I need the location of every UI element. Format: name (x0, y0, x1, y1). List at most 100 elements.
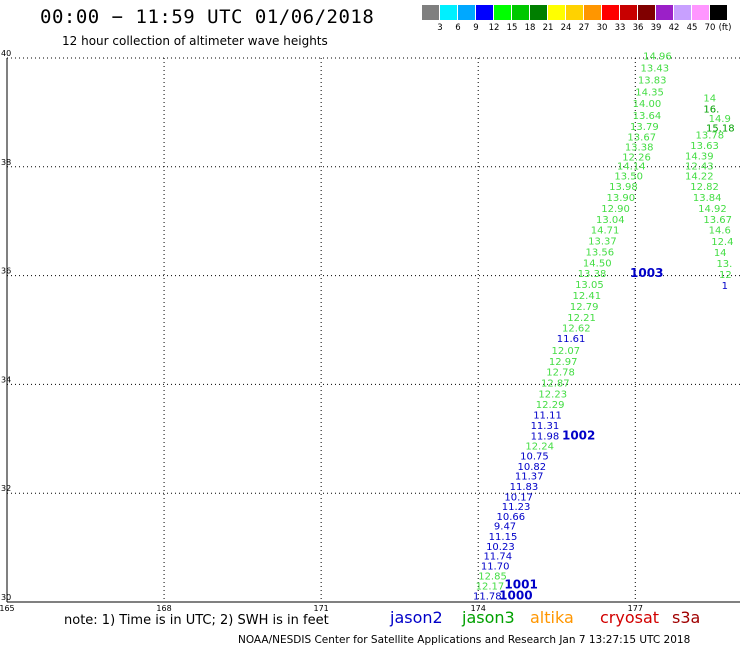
x-tick-label: 168 (156, 604, 171, 613)
wave-height-label: 12.82 (690, 182, 719, 193)
wave-height-label: 12.23 (538, 389, 567, 400)
scale-swatch (692, 5, 709, 20)
scale-swatch (494, 5, 511, 20)
y-tick-label: 30 (1, 593, 11, 602)
x-tick-label: 171 (314, 604, 329, 613)
scale-unit-label: (ft) (718, 23, 732, 33)
time-marker-label: 1001 (504, 577, 537, 591)
wave-height-label: 12 (719, 270, 732, 281)
wave-height-label: 16. (703, 104, 719, 115)
mission-s3a: s3a (672, 608, 701, 627)
wave-height-label: 14 (703, 94, 716, 105)
wave-height-label: 13.67 (703, 215, 732, 226)
scale-label: 39 (650, 23, 662, 33)
scale-swatch (548, 5, 565, 20)
wave-height-label: 14.50 (583, 258, 612, 269)
wave-height-label: 12.97 (549, 357, 578, 368)
wave-height-label: 11.11 (533, 411, 562, 422)
wave-height-label: 14.00 (633, 99, 662, 110)
wave-height-label: 10.82 (517, 462, 546, 473)
wave-height-label: 14.96 (643, 52, 672, 63)
scale-swatch (584, 5, 601, 20)
wave-height-label: 13.04 (596, 215, 625, 226)
footer-note: note: 1) Time is in UTC; 2) SWH is in fe… (64, 613, 329, 628)
color-scale: 3 6 9 12 15 18 21 24 27 30 33 36 39 42 45 70 (ft) (422, 5, 731, 33)
wave-height-label: 12.78 (546, 368, 575, 379)
wave-height-label: 10.75 (520, 451, 549, 462)
wave-height-label: 13.67 (627, 133, 656, 144)
scale-swatch (656, 5, 673, 20)
scale-label: 21 (542, 23, 554, 33)
wave-height-label: 13.38 (625, 142, 654, 153)
wave-height-label: 14.9 (709, 114, 731, 125)
scale-swatch (602, 5, 619, 20)
wave-height-label: 12.29 (536, 400, 565, 411)
wave-height-label: 14.6 (709, 226, 731, 237)
wave-height-label: 11.78 (473, 591, 502, 602)
wave-height-label: 14 (714, 248, 727, 259)
scale-swatch (440, 5, 457, 20)
wave-height-label: 12.24 (525, 442, 554, 453)
scale-label: 12 (488, 23, 500, 33)
wave-height-label: 13.78 (695, 131, 724, 142)
time-marker-label: 1003 (630, 266, 663, 280)
wave-height-label: 12.26 (622, 152, 651, 163)
scale-label: 42 (668, 23, 680, 33)
scale-swatch (638, 5, 655, 20)
scale-label: 15 (506, 23, 518, 33)
wave-height-label: 12.79 (570, 302, 599, 313)
wave-height-label: 15.18 (706, 123, 735, 134)
wave-height-label: 12.07 (552, 346, 581, 357)
scale-swatch (674, 5, 691, 20)
wave-height-label: 14.92 (698, 204, 727, 215)
credit-line: NOAA/NESDIS Center for Satellite Applica… (238, 634, 691, 646)
scale-swatch (476, 5, 493, 20)
wave-height-label: 11.70 (481, 561, 510, 572)
wave-height-label: 10.66 (497, 512, 526, 523)
wave-height-label: 13.38 (578, 269, 607, 280)
mission-jason3: jason3 (462, 608, 515, 627)
wave-height-label: 11.31 (531, 421, 560, 432)
wave-height-label: 13.90 (606, 193, 635, 204)
page-subtitle: 12 hour collection of altimeter wave hei… (62, 34, 328, 48)
wave-height-label: 13.50 (614, 171, 643, 182)
wave-height-label: 12.43 (685, 162, 714, 173)
wave-height-label: 12.90 (601, 204, 630, 215)
wave-height-label: 14.14 (617, 162, 646, 173)
wave-height-label: 13.37 (588, 237, 617, 248)
wave-height-label: 12.87 (541, 379, 570, 390)
wave-height-label: 13.56 (586, 247, 615, 258)
wave-height-label: 11.23 (502, 502, 531, 513)
page-title: 00:00 − 11:59 UTC 01/06/2018 (40, 6, 375, 28)
wave-height-label: 12.62 (562, 324, 591, 335)
wave-height-label: 14.71 (591, 226, 620, 237)
scale-swatch (458, 5, 475, 20)
scale-label: 18 (524, 23, 536, 33)
scale-label: 24 (560, 23, 572, 33)
scale-swatch (530, 5, 547, 20)
x-tick-label: 174 (471, 604, 486, 613)
mission-jason2: jason2 (390, 608, 443, 627)
wave-height-label: 13.83 (638, 76, 667, 87)
y-tick-label: 32 (1, 484, 11, 493)
wave-height-label: 13.63 (690, 141, 719, 152)
wave-height-label: 12.17 (476, 581, 505, 592)
scale-label: 30 (596, 23, 608, 33)
x-tick-label: 165 (0, 604, 15, 613)
y-tick-label: 36 (1, 267, 11, 276)
y-tick-label: 38 (1, 158, 11, 167)
scale-swatch (620, 5, 637, 20)
wave-height-label: 12.4 (711, 237, 733, 248)
scale-label: 9 (473, 23, 479, 33)
wave-height-label: 13.98 (609, 182, 638, 193)
scale-label: 27 (578, 23, 590, 33)
scale-swatch (566, 5, 583, 20)
wave-height-label: 13.84 (693, 193, 722, 204)
wave-height-label: 10.23 (486, 542, 515, 553)
scale-label: 6 (455, 23, 461, 33)
wave-height-label: 14.35 (635, 88, 664, 99)
wave-height-label: 14.39 (685, 152, 714, 163)
y-tick-label: 34 (1, 375, 11, 384)
wave-height-label: 13.79 (630, 122, 659, 133)
scale-label: 33 (614, 23, 626, 33)
